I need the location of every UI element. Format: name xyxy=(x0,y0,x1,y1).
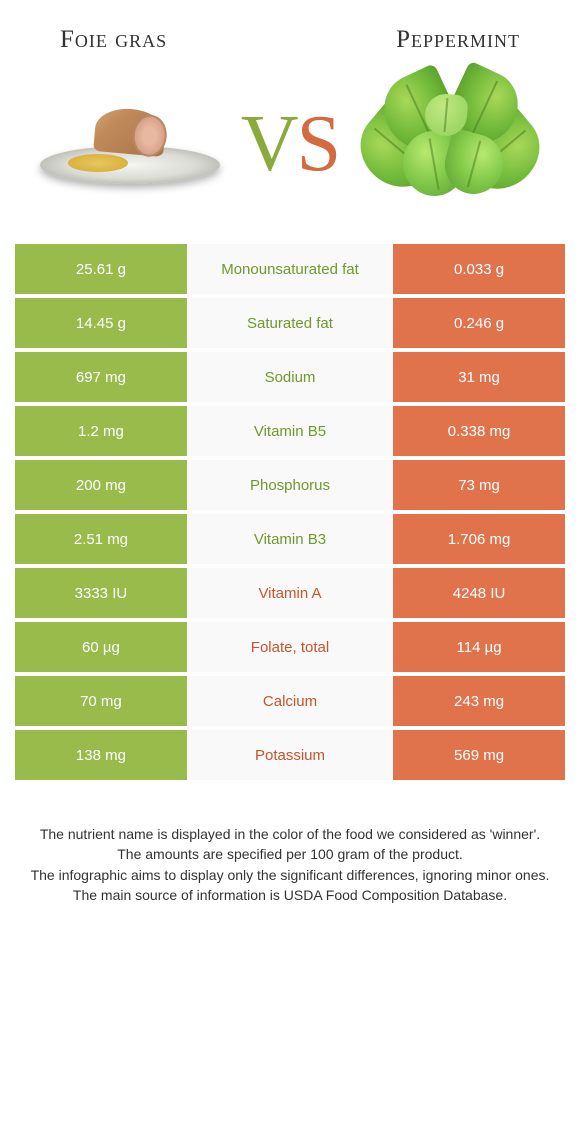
footer-line: The nutrient name is displayed in the co… xyxy=(28,824,552,844)
left-value: 70 mg xyxy=(15,676,187,726)
table-row: 2.51 mgVitamin B31.706 mg xyxy=(15,514,565,564)
nutrient-label: Sodium xyxy=(187,352,393,402)
left-value: 697 mg xyxy=(15,352,187,402)
nutrient-label: Vitamin A xyxy=(187,568,393,618)
nutrient-label: Saturated fat xyxy=(187,298,393,348)
nutrient-label: Vitamin B5 xyxy=(187,406,393,456)
footer-notes: The nutrient name is displayed in the co… xyxy=(0,784,580,925)
table-row: 14.45 gSaturated fat0.246 g xyxy=(15,298,565,348)
table-row: 25.61 gMonounsaturated fat0.033 g xyxy=(15,244,565,294)
vs-s: S xyxy=(297,100,340,188)
left-value: 1.2 mg xyxy=(15,406,187,456)
vs-row: VS xyxy=(0,64,580,244)
right-value: 0.338 mg xyxy=(393,406,565,456)
left-value: 60 µg xyxy=(15,622,187,672)
table-row: 1.2 mgVitamin B50.338 mg xyxy=(15,406,565,456)
nutrient-label: Phosphorus xyxy=(187,460,393,510)
table-row: 60 µgFolate, total114 µg xyxy=(15,622,565,672)
right-value: 114 µg xyxy=(393,622,565,672)
right-value: 569 mg xyxy=(393,730,565,780)
table-row: 138 mgPotassium569 mg xyxy=(15,730,565,780)
left-value: 200 mg xyxy=(15,460,187,510)
right-food-title: Peppermint xyxy=(396,26,520,54)
right-value: 0.033 g xyxy=(393,244,565,294)
nutrient-label: Vitamin B3 xyxy=(187,514,393,564)
vs-label: VS xyxy=(241,99,339,190)
nutrient-label: Monounsaturated fat xyxy=(187,244,393,294)
footer-line: The main source of information is USDA F… xyxy=(28,885,552,905)
footer-line: The amounts are specified per 100 gram o… xyxy=(28,844,552,864)
foie-gras-image xyxy=(30,74,230,214)
footer-line: The infographic aims to display only the… xyxy=(28,865,552,885)
left-value: 25.61 g xyxy=(15,244,187,294)
right-value: 1.706 mg xyxy=(393,514,565,564)
table-row: 200 mgPhosphorus73 mg xyxy=(15,460,565,510)
right-value: 243 mg xyxy=(393,676,565,726)
table-row: 70 mgCalcium243 mg xyxy=(15,676,565,726)
table-row: 3333 IUVitamin A4248 IU xyxy=(15,568,565,618)
header: Foie gras Peppermint xyxy=(0,0,580,64)
left-value: 3333 IU xyxy=(15,568,187,618)
nutrient-label: Potassium xyxy=(187,730,393,780)
nutrient-label: Folate, total xyxy=(187,622,393,672)
left-value: 2.51 mg xyxy=(15,514,187,564)
right-value: 0.246 g xyxy=(393,298,565,348)
left-food-title: Foie gras xyxy=(60,26,167,54)
right-value: 4248 IU xyxy=(393,568,565,618)
left-value: 14.45 g xyxy=(15,298,187,348)
left-value: 138 mg xyxy=(15,730,187,780)
table-row: 697 mgSodium31 mg xyxy=(15,352,565,402)
vs-v: V xyxy=(241,100,297,188)
nutrient-table: 25.61 gMonounsaturated fat0.033 g14.45 g… xyxy=(0,244,580,780)
right-value: 73 mg xyxy=(393,460,565,510)
right-value: 31 mg xyxy=(393,352,565,402)
peppermint-image xyxy=(350,74,550,214)
nutrient-label: Calcium xyxy=(187,676,393,726)
